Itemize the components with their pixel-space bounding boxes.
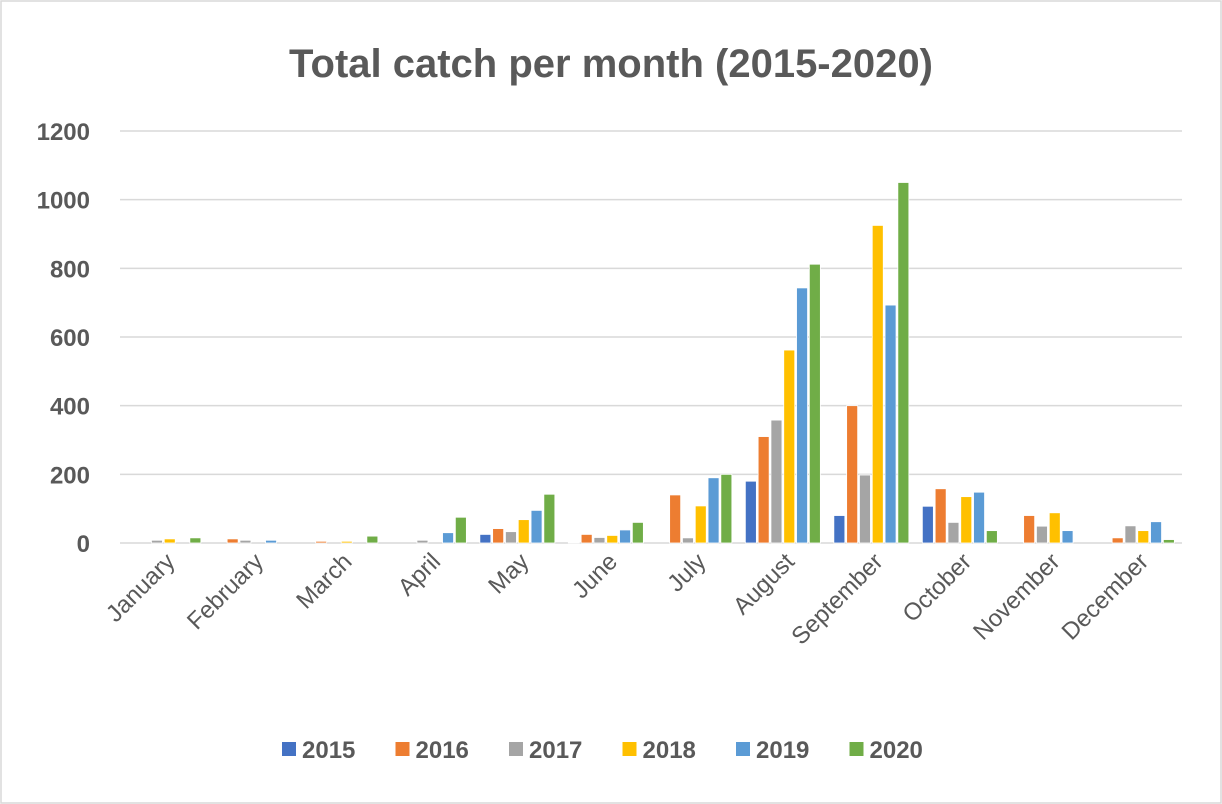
- legend-label: 2020: [870, 737, 923, 764]
- legend-swatch-2018: [622, 742, 637, 756]
- y-axis-ticks: 0 200 400 600 800 1000 1200: [37, 119, 90, 558]
- bar-may-2019: [530, 509, 543, 544]
- legend-label: 2015: [302, 737, 355, 764]
- bar-september-2019: [884, 304, 897, 544]
- bar-november-2018: [1048, 512, 1061, 544]
- bar-february-2016: [226, 538, 239, 544]
- bar-april-2020: [454, 516, 467, 544]
- bar-may-2017: [505, 531, 517, 544]
- bar-march-2018: [340, 540, 353, 544]
- bar-june-2019: [619, 529, 631, 544]
- bar-september-2017: [859, 474, 871, 544]
- bar-july-2018: [694, 505, 707, 544]
- legend-swatch-2017: [509, 742, 523, 756]
- bar-june-2017: [593, 537, 606, 544]
- bar-october-2019: [973, 491, 985, 544]
- bar-october-2016: [934, 488, 947, 544]
- y-tick-label: 1000: [37, 188, 90, 215]
- bar-june-2018: [606, 535, 619, 544]
- y-tick-label: 600: [50, 325, 90, 352]
- bar-june-2015: [567, 541, 580, 544]
- y-tick-label: 0: [77, 531, 90, 558]
- bar-october-2020: [985, 530, 998, 544]
- bar-august-2018: [783, 349, 796, 544]
- legend-swatch-2016: [395, 742, 410, 756]
- legend-label: 2016: [416, 737, 469, 764]
- legend-label: 2019: [756, 737, 809, 764]
- bar-december-2018: [1137, 530, 1150, 544]
- bar-june-2016: [580, 534, 593, 544]
- y-tick-label: 1200: [37, 119, 90, 146]
- bar-december-2017: [1124, 525, 1137, 544]
- bar-july-2019: [707, 477, 720, 544]
- bar-august-2016: [757, 436, 770, 544]
- legend-label: 2018: [643, 737, 696, 764]
- bar-december-2020: [1162, 539, 1175, 544]
- chart-title: Total catch per month (2015-2020): [289, 42, 933, 86]
- bar-may-2018: [517, 519, 530, 544]
- bar-august-2020: [808, 263, 821, 544]
- y-tick-label: 200: [50, 462, 90, 489]
- bar-april-2017: [416, 539, 429, 544]
- bar-january-2017: [151, 539, 163, 544]
- bar-november-2017: [1036, 525, 1048, 544]
- legend-label: 2017: [529, 737, 582, 764]
- bar-december-2016: [1111, 537, 1124, 544]
- bar-october-2017: [947, 522, 960, 544]
- bar-july-2016: [669, 494, 682, 544]
- bars: [151, 182, 1175, 544]
- y-tick-label: 400: [50, 394, 90, 421]
- legend-swatch-2015: [282, 742, 296, 756]
- bar-october-2018: [960, 496, 973, 544]
- gridlines: [120, 130, 1182, 544]
- bar-february-2019: [265, 539, 277, 544]
- bar-july-2020: [720, 473, 733, 544]
- bar-january-2020: [189, 537, 202, 544]
- bar-september-2016: [846, 405, 859, 544]
- bar-september-2018: [871, 225, 884, 544]
- legend-swatch-2020: [849, 742, 864, 756]
- bar-august-2015: [744, 480, 757, 544]
- bar-may-2016: [492, 528, 505, 544]
- bar-april-2019: [442, 532, 454, 544]
- bar-february-2017: [239, 539, 252, 544]
- legend-swatch-2019: [736, 742, 750, 756]
- bar-june-2020: [631, 522, 644, 544]
- bar-march-2016: [315, 540, 328, 544]
- bar-march-2020: [366, 535, 379, 544]
- bar-october-2015: [921, 505, 934, 544]
- bar-december-2019: [1150, 521, 1162, 544]
- bar-november-2019: [1061, 530, 1074, 544]
- y-tick-label: 800: [50, 256, 90, 283]
- bar-may-2020: [543, 493, 556, 544]
- bar-september-2020: [897, 182, 910, 544]
- bar-august-2017: [770, 419, 783, 544]
- bar-november-2016: [1023, 515, 1036, 544]
- bar-september-2015: [833, 515, 846, 544]
- bar-may-2015: [479, 534, 492, 544]
- legend: 2015 2016 2017 2018 2019 2020: [282, 737, 923, 764]
- bar-august-2019: [796, 287, 808, 544]
- bar-july-2017: [682, 537, 694, 544]
- bar-january-2018: [163, 538, 176, 544]
